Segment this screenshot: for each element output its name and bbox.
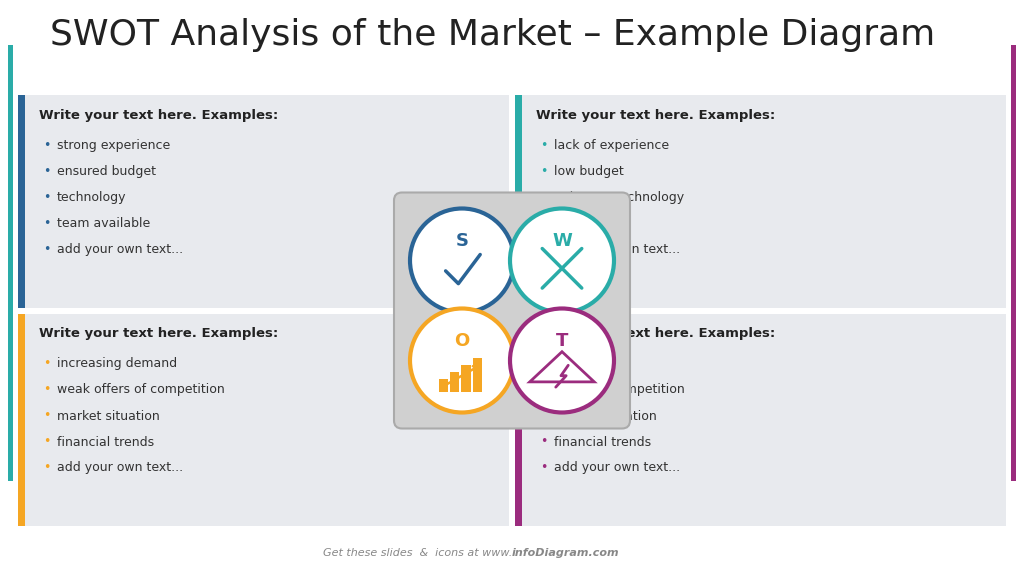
FancyBboxPatch shape [515,95,522,308]
Text: Write your text here. Examples:: Write your text here. Examples: [536,109,775,122]
Text: strong experience: strong experience [57,139,170,152]
Text: technology: technology [57,191,127,204]
Text: •: • [43,358,50,370]
FancyBboxPatch shape [1011,45,1016,481]
Text: small team: small team [554,217,624,230]
Text: unknown technology: unknown technology [554,191,684,204]
Text: financial trends: financial trends [57,435,155,449]
Text: •: • [540,165,548,178]
Text: •: • [540,461,548,475]
Text: add your own text...: add your own text... [57,243,183,256]
Text: lack of experience: lack of experience [554,139,669,152]
Bar [438,378,447,392]
FancyBboxPatch shape [394,192,630,429]
Text: •: • [43,217,50,230]
Text: O: O [455,332,470,350]
Text: W: W [552,232,572,250]
Text: •: • [43,191,50,204]
Text: •: • [43,461,50,475]
Text: offers of competition: offers of competition [554,384,685,396]
Text: ensured budget: ensured budget [57,165,156,178]
Text: •: • [540,191,548,204]
Text: •: • [43,435,50,449]
Bar [473,358,482,392]
Text: •: • [540,358,548,370]
Text: low budget: low budget [554,165,624,178]
Text: Write your text here. Examples:: Write your text here. Examples: [39,328,279,340]
Text: financial trends: financial trends [554,435,651,449]
FancyBboxPatch shape [18,95,25,308]
Text: add your own text...: add your own text... [57,461,183,475]
FancyBboxPatch shape [18,313,25,526]
FancyBboxPatch shape [515,313,1006,526]
Text: •: • [43,139,50,152]
FancyBboxPatch shape [515,95,1006,308]
FancyBboxPatch shape [18,95,509,308]
Text: T: T [556,332,568,350]
Text: Write your text here. Examples:: Write your text here. Examples: [536,328,775,340]
Bar [450,372,460,392]
Text: market situation: market situation [57,410,160,423]
Text: •: • [43,243,50,256]
FancyBboxPatch shape [515,313,522,526]
Text: low demand: low demand [554,358,631,370]
Text: •: • [43,410,50,423]
Text: •: • [540,435,548,449]
Text: •: • [43,384,50,396]
Text: increasing demand: increasing demand [57,358,177,370]
Bar [462,365,471,392]
FancyBboxPatch shape [18,313,509,526]
Text: •: • [540,243,548,256]
Text: weak offers of competition: weak offers of competition [57,384,224,396]
Text: add your own text...: add your own text... [554,243,680,256]
Text: market situation: market situation [554,410,656,423]
Text: infoDiagram.com: infoDiagram.com [512,548,620,558]
Text: Get these slides  &  icons at www.: Get these slides & icons at www. [323,548,512,558]
Text: add your own text...: add your own text... [554,461,680,475]
Circle shape [510,309,614,412]
Circle shape [410,209,514,313]
Text: •: • [43,165,50,178]
Text: •: • [540,139,548,152]
Circle shape [410,309,514,412]
Text: SWOT Analysis of the Market – Example Diagram: SWOT Analysis of the Market – Example Di… [50,18,935,52]
FancyBboxPatch shape [8,45,13,481]
Text: S: S [456,232,469,250]
Text: •: • [540,410,548,423]
Text: team available: team available [57,217,151,230]
Text: •: • [540,217,548,230]
Text: Write your text here. Examples:: Write your text here. Examples: [39,109,279,122]
Circle shape [510,209,614,313]
Text: •: • [540,384,548,396]
